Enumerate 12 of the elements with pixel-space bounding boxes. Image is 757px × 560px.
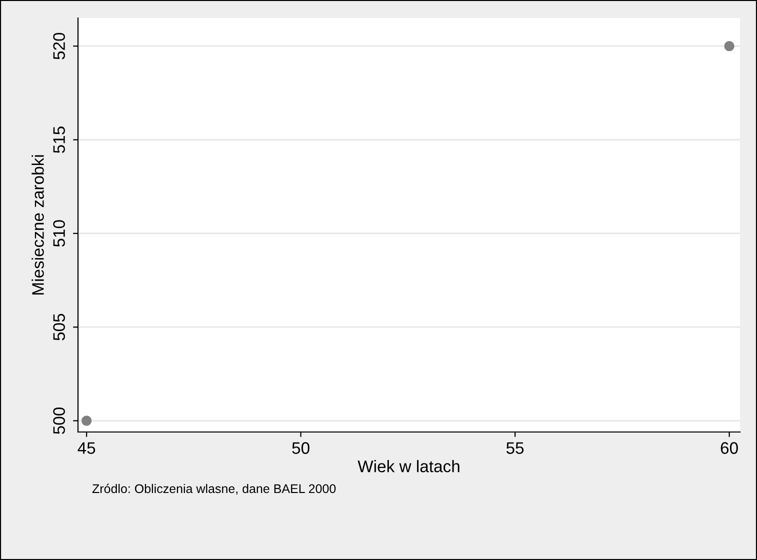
- x-tick-label: 45: [78, 442, 96, 454]
- x-axis-title: Wiek w latach: [358, 460, 460, 472]
- y-axis-title: Miesieczne zarobki: [32, 155, 44, 294]
- x-tick-label: 60: [720, 442, 738, 454]
- x-tick-label: 50: [292, 442, 310, 454]
- y-tick-label: 500: [53, 408, 65, 434]
- y-tick-label: 520: [53, 32, 65, 60]
- x-tick-label: 55: [506, 442, 524, 454]
- text: Zródlo: Obliczenia wlasne, dane BAEL 2000: [92, 484, 336, 495]
- y-tick-label: 515: [53, 126, 65, 153]
- y-tick-label: 505: [53, 314, 65, 340]
- y-tick-label: 510: [53, 220, 65, 247]
